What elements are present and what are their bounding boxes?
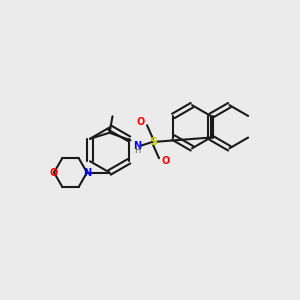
Text: O: O <box>50 167 58 178</box>
Text: O: O <box>161 156 170 166</box>
Text: O: O <box>136 117 145 127</box>
Text: S: S <box>149 137 157 147</box>
Text: N: N <box>133 141 141 151</box>
Text: H: H <box>134 146 140 155</box>
Text: N: N <box>83 167 91 178</box>
